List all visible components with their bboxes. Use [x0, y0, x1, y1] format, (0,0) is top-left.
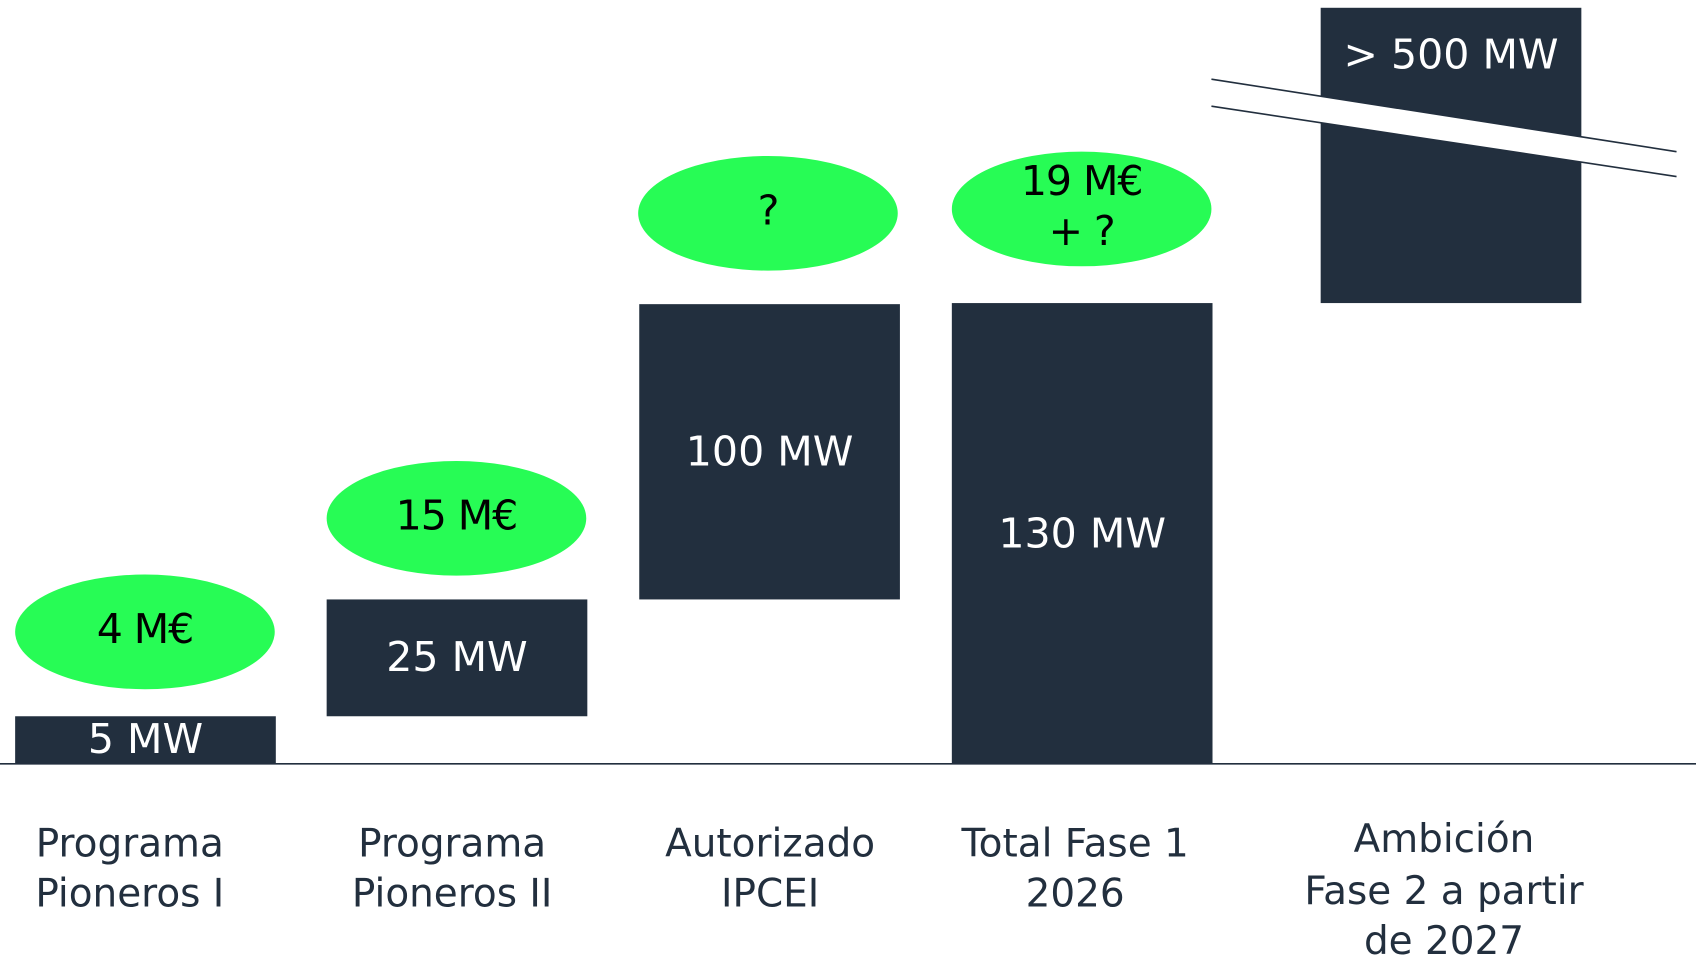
category-label: Ambición: [1354, 817, 1535, 862]
category-label: 2026: [1026, 871, 1125, 916]
funding-bubble: [638, 155, 898, 271]
bar: [639, 304, 900, 600]
bar-label: 5 MW: [88, 715, 203, 763]
bar: [326, 599, 588, 717]
break-line: [1211, 78, 1677, 153]
funding-label: 4 M€: [97, 605, 193, 653]
funding-label: + ?: [1049, 207, 1115, 255]
category-label: Pioneros II: [352, 871, 552, 916]
bar: [15, 716, 276, 764]
funding-label: 19 M€: [1021, 157, 1143, 205]
bar-label: 130 MW: [998, 510, 1166, 558]
funding-label: 15 M€: [396, 491, 518, 539]
category-label: Programa: [358, 822, 546, 867]
funding-bubble: [15, 574, 275, 690]
bar-label: 100 MW: [686, 428, 854, 476]
bar: [951, 303, 1213, 764]
category-label: Pioneros I: [35, 871, 224, 916]
category-label: de 2027: [1364, 919, 1524, 962]
axis-break: [1211, 79, 1677, 177]
funding-bubble: [951, 151, 1212, 267]
category-label: Total Fase 1: [960, 822, 1188, 867]
bar-label: 25 MW: [386, 633, 527, 681]
funding-bubble: [326, 460, 587, 576]
category-label: IPCEI: [721, 871, 819, 916]
category-label: Autorizado: [665, 822, 875, 867]
bar-label: > 500 MW: [1343, 31, 1558, 79]
category-label: Programa: [36, 822, 224, 867]
funding-label: ?: [758, 186, 779, 234]
category-label: Fase 2 a partir: [1304, 869, 1583, 914]
break-line: [1211, 105, 1677, 178]
